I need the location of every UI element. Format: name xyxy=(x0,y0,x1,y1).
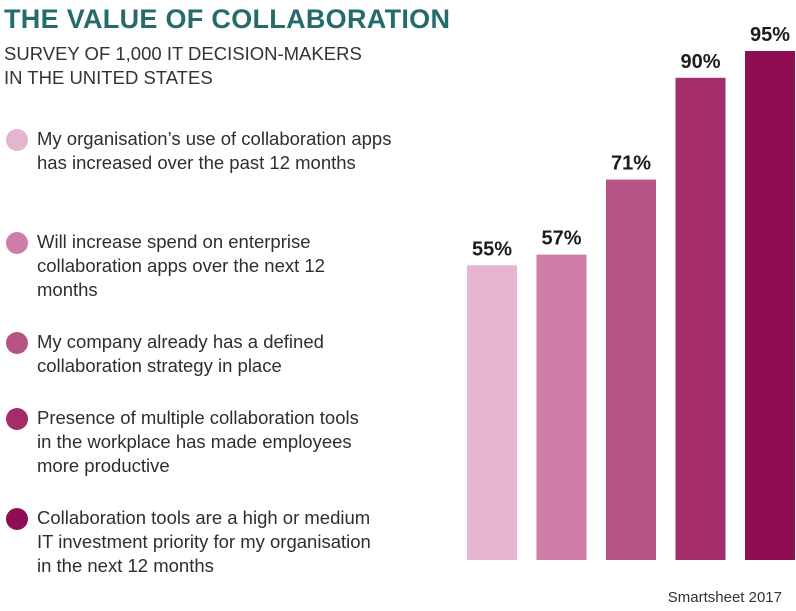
bar xyxy=(675,77,726,561)
bar xyxy=(467,265,517,560)
chart-subtitle: SURVEY OF 1,000 IT DECISION-MAKERS IN TH… xyxy=(4,42,424,90)
legend-swatch xyxy=(6,408,28,430)
legend-label: Presence of multiple collaboration tools… xyxy=(37,407,359,476)
legend-swatch xyxy=(6,129,28,151)
legend-swatch xyxy=(6,332,28,354)
legend-swatch xyxy=(6,508,28,530)
bar-value-label: 95% xyxy=(750,24,790,46)
chart-title: THE VALUE OF COLLABORATION xyxy=(4,4,451,34)
bar-value-label: 57% xyxy=(541,228,581,250)
bar-value-label: 71% xyxy=(611,153,651,175)
legend-swatch xyxy=(6,232,28,254)
source-credit: Smartsheet 2017 xyxy=(667,589,782,606)
bar-value-label: 90% xyxy=(680,51,720,73)
bar xyxy=(536,254,587,560)
legend-label: My company already has a defined collabo… xyxy=(37,331,324,376)
subtitle-line: SURVEY OF 1,000 IT DECISION-MAKERS xyxy=(4,43,362,64)
legend-label: My organisation’s use of collaboration a… xyxy=(37,128,392,173)
subtitle-line: IN THE UNITED STATES xyxy=(4,67,213,88)
bar-value-label: 55% xyxy=(472,238,512,260)
bar xyxy=(745,51,795,560)
legend-label: Will increase spend on enterprise collab… xyxy=(37,231,325,300)
legend-label: Collaboration tools are a high or medium… xyxy=(37,507,371,576)
bar xyxy=(606,179,656,560)
